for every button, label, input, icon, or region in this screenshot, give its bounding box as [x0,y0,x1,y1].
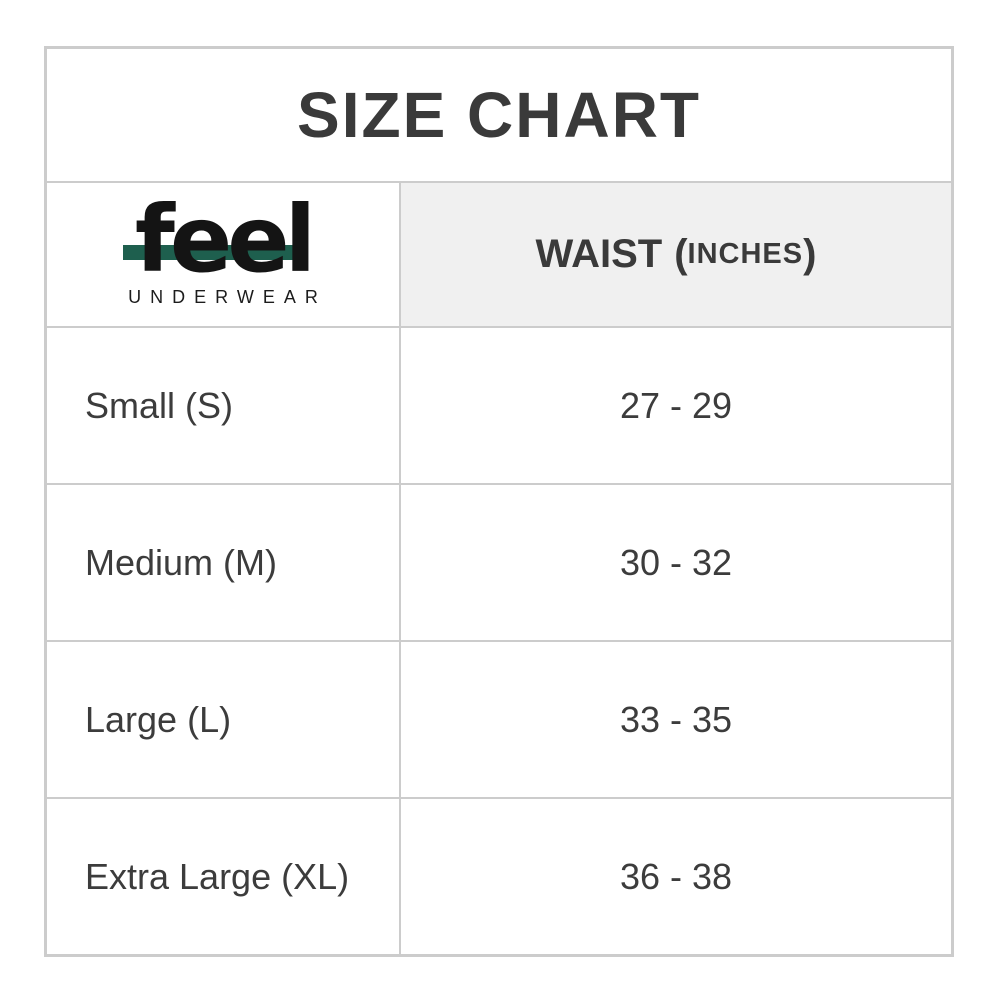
column-header-waist: WAIST(INCHES) [399,181,951,326]
waist-unit-label: INCHES [687,238,804,270]
page-title: SIZE CHART [297,79,701,151]
size-label: Small (S) [47,326,399,483]
brand-accent-bar [122,244,302,260]
brand-name: feel [134,185,316,293]
waist-value: 36 - 38 [399,797,951,954]
size-chart-table: SIZE CHART feel UNDERWEAR WAIST(INCHES) … [44,46,954,957]
table-row-small: Small (S) 27 - 29 [47,326,951,483]
header-row: feel UNDERWEAR WAIST(INCHES) [47,181,951,326]
waist-close-paren: ) [803,232,817,276]
waist-value: 33 - 35 [399,640,951,797]
waist-value: 30 - 32 [399,483,951,640]
size-label: Medium (M) [47,483,399,640]
table-row-large: Large (L) 33 - 35 [47,640,951,797]
size-label: Large (L) [47,640,399,797]
title-row: SIZE CHART [47,49,951,181]
brand-logo: feel UNDERWEAR [47,181,399,326]
waist-label: WAIST [535,232,663,276]
waist-open-paren: ( [674,232,688,276]
brand-subtitle: UNDERWEAR [128,287,327,308]
title-cell: SIZE CHART [47,49,951,181]
table-row-extra-large: Extra Large (XL) 36 - 38 [47,797,951,954]
waist-value: 27 - 29 [399,326,951,483]
size-label: Extra Large (XL) [47,797,399,954]
table-row-medium: Medium (M) 30 - 32 [47,483,951,640]
brand-logo-wordmark: feel [122,193,316,285]
